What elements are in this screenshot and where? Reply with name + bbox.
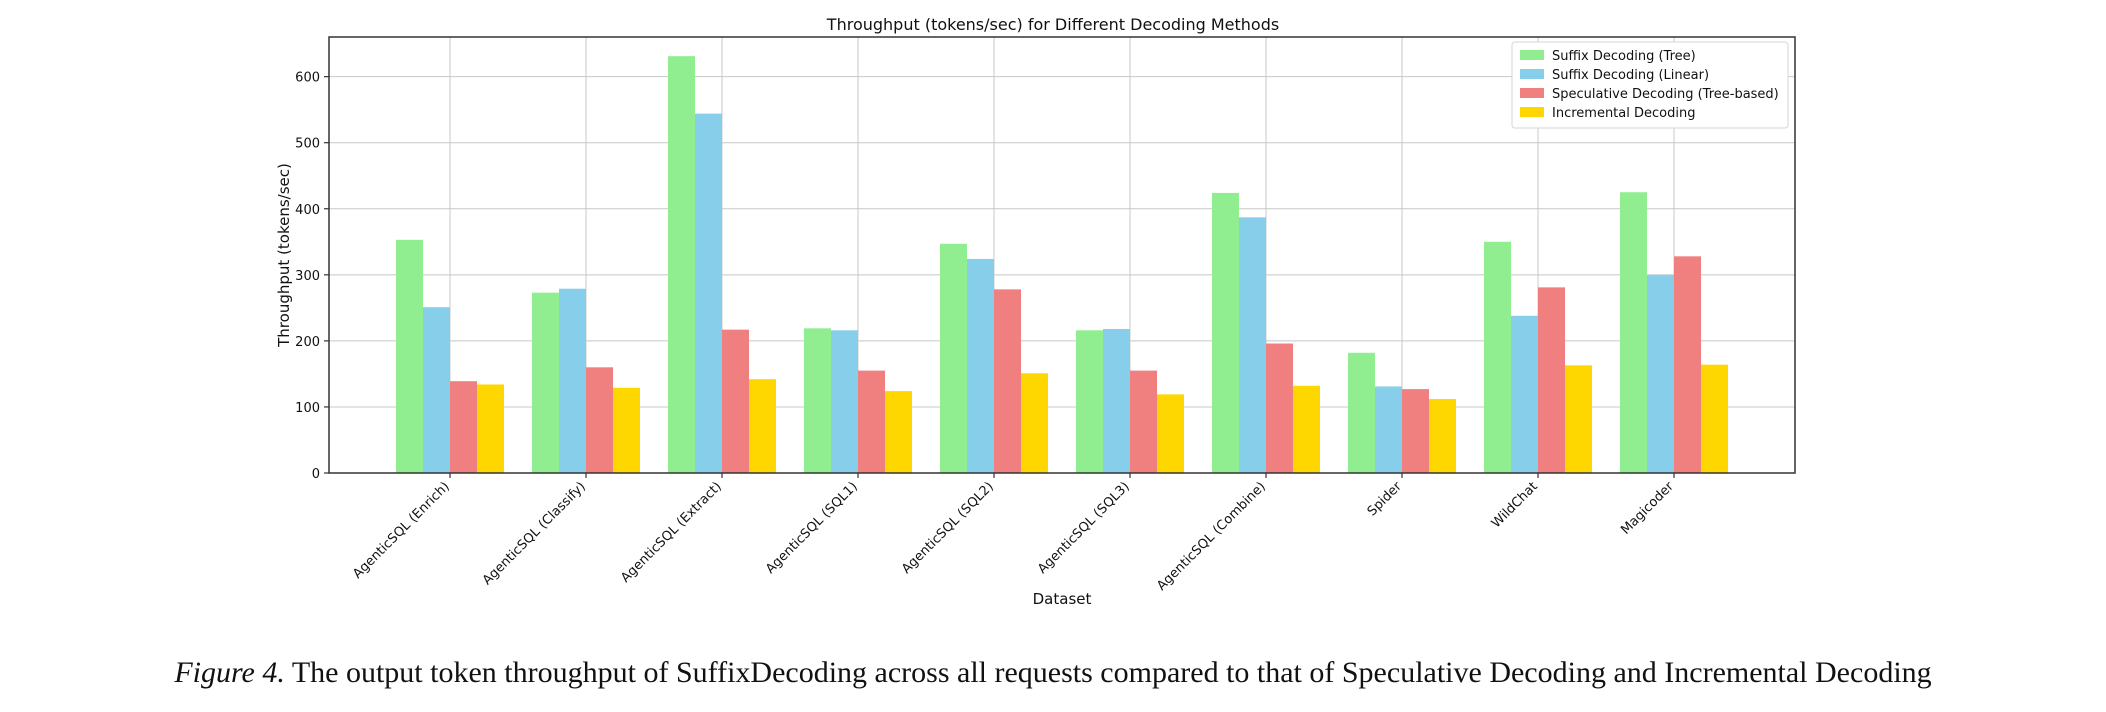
legend-swatch [1520, 69, 1544, 79]
y-tick-label: 300 [295, 269, 320, 284]
bar [1647, 274, 1674, 473]
bar [477, 384, 504, 473]
bar [1130, 370, 1157, 473]
bar [1565, 365, 1592, 473]
bar [1157, 394, 1184, 473]
x-tick-label: AgenticSQL (SQL3) [1035, 479, 1133, 577]
legend-label: Suffix Decoding (Tree) [1552, 49, 1696, 64]
bar [1021, 373, 1048, 473]
legend-label: Incremental Decoding [1552, 106, 1695, 121]
x-tick-label: AgenticSQL (Extract) [618, 479, 725, 586]
figure-caption: Figure 4. The output token throughput of… [0, 656, 2106, 690]
bar [1266, 343, 1293, 473]
bar [722, 329, 749, 473]
bar [695, 113, 722, 473]
bar [1239, 217, 1266, 473]
bar [1375, 386, 1402, 473]
bar [1076, 330, 1103, 473]
plot-frame [328, 36, 1796, 474]
bar [1103, 328, 1130, 473]
bar [804, 328, 831, 473]
x-tick-label: Spider [1365, 479, 1406, 520]
bar [396, 239, 423, 473]
bar [1429, 399, 1456, 473]
bar [1293, 385, 1320, 473]
bar [1348, 352, 1375, 473]
legend: Suffix Decoding (Tree) Suffix Decoding (L… [1511, 41, 1789, 129]
x-tick-label: AgenticSQL (Combine) [1154, 479, 1269, 594]
x-axis: AgenticSQL (Enrich) AgenticSQL (Classify)… [350, 473, 1677, 594]
bar [1212, 192, 1239, 474]
bar [749, 379, 776, 473]
bars [396, 56, 1728, 474]
y-tick-label: 0 [312, 467, 320, 482]
x-axis-label: Dataset [1033, 590, 1092, 608]
figure-label: Figure 4. [174, 656, 285, 689]
bar [1538, 287, 1565, 473]
x-tick-label: AgenticSQL (Classify) [480, 479, 589, 588]
bar [1674, 256, 1701, 473]
y-tick-label: 200 [295, 335, 320, 350]
legend-box [1511, 41, 1789, 129]
legend-swatch [1520, 50, 1544, 60]
bar [858, 370, 885, 473]
bar [586, 367, 613, 473]
bar [967, 258, 994, 473]
bar [831, 330, 858, 473]
bar [668, 56, 695, 473]
x-tick-label: WildChat [1489, 479, 1541, 531]
y-tick-label: 500 [295, 137, 320, 152]
bar [994, 289, 1021, 473]
bar [1484, 241, 1511, 473]
bar [450, 381, 477, 473]
bar [559, 288, 586, 473]
bar [885, 391, 912, 473]
bar [1511, 315, 1538, 473]
x-tick-label: AgenticSQL (SQL2) [899, 479, 997, 577]
bar [1620, 192, 1647, 473]
legend-label: Suffix Decoding (Linear) [1552, 68, 1709, 83]
y-tick-label: 400 [295, 203, 320, 218]
y-axis: 0 100 200 300 400 500 600 [295, 71, 329, 482]
x-tick-label: AgenticSQL (SQL1) [763, 479, 861, 577]
bar [532, 292, 559, 473]
y-tick-label: 600 [295, 71, 320, 86]
legend-swatch [1520, 88, 1544, 98]
bar [1701, 364, 1728, 473]
bar [613, 387, 640, 473]
y-tick-label: 100 [295, 401, 320, 416]
x-tick-label: Magicoder [1618, 479, 1677, 538]
bar [423, 307, 450, 473]
caption-text: The output token throughput of SuffixDec… [284, 656, 1932, 689]
chart-title: Throughput (tokens/sec) for Different De… [826, 15, 1279, 34]
bar [940, 243, 967, 473]
legend-label: Speculative Decoding (Tree-based) [1552, 87, 1779, 102]
y-axis-label: Throughput (tokens/sec) [275, 163, 293, 348]
x-tick-label: AgenticSQL (Enrich) [350, 479, 453, 582]
legend-swatch [1520, 107, 1544, 117]
bar [1402, 389, 1429, 473]
